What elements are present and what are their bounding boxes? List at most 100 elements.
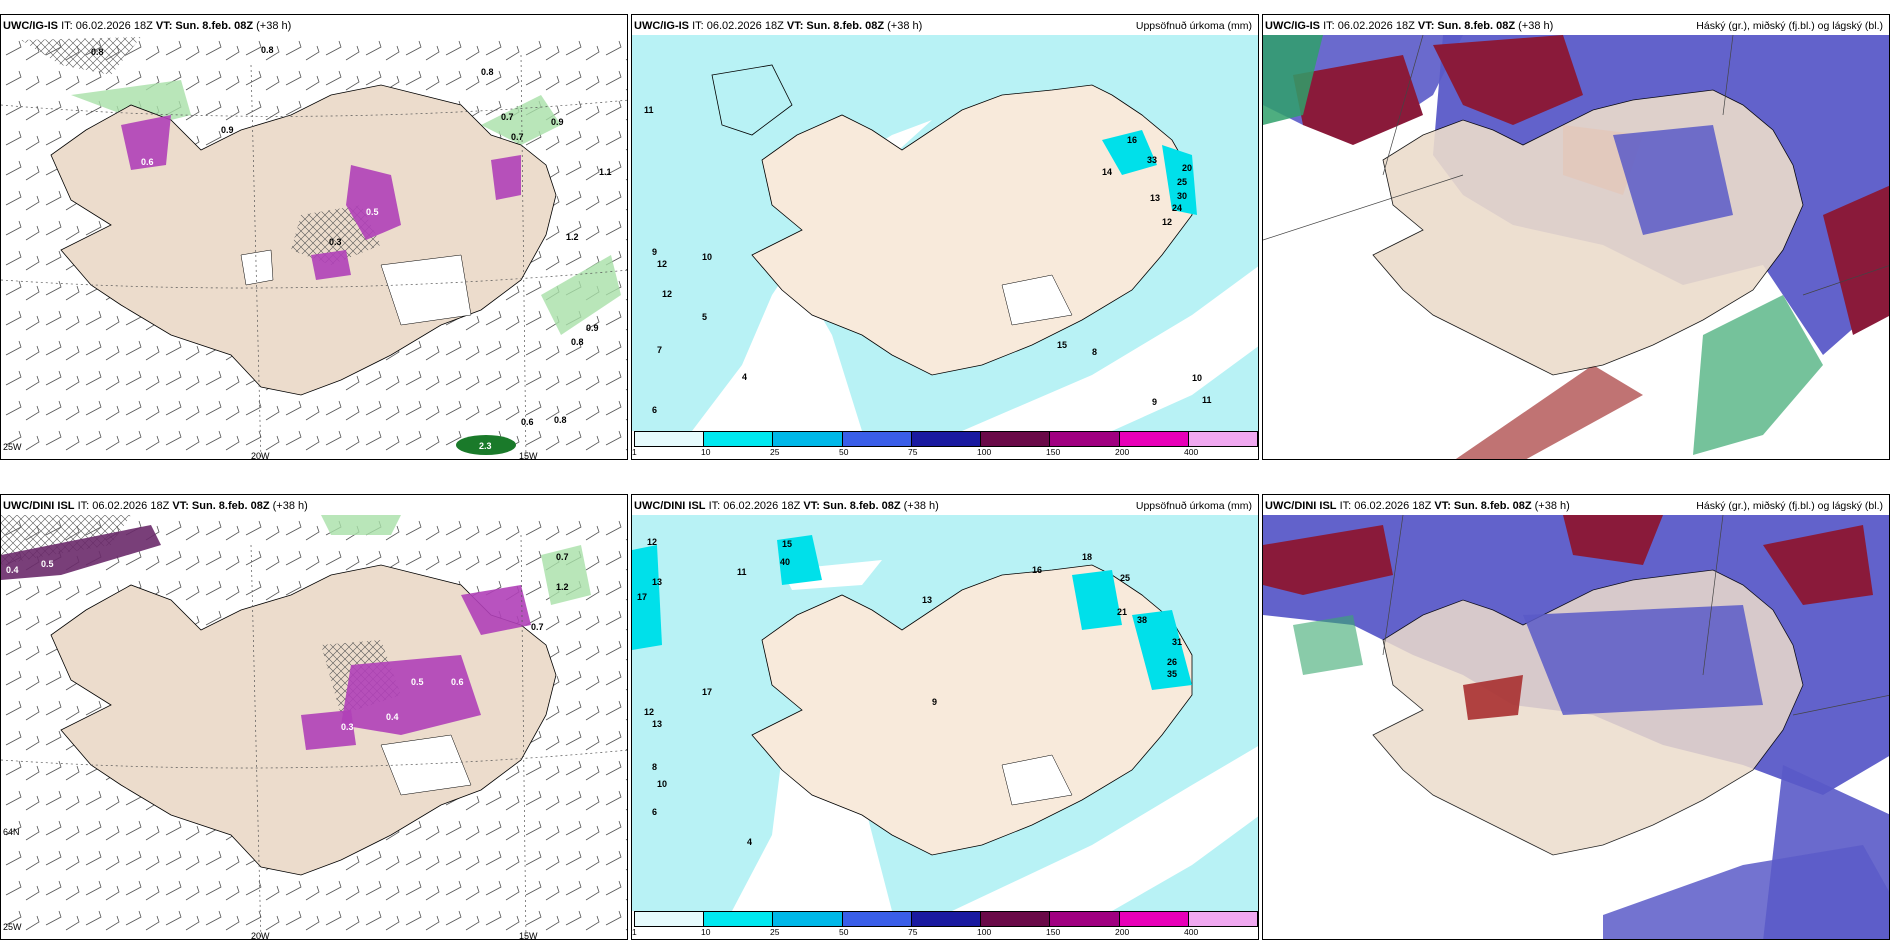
- glacier: [240, 249, 274, 286]
- colorbar-tick: 200: [1115, 927, 1130, 937]
- panel-header: UWC/DINI ISL IT: 06.02.2026 18Z VT: Sun.…: [634, 500, 1252, 512]
- value-label: 18: [1082, 552, 1092, 562]
- value-label: 38: [1137, 615, 1147, 625]
- precip-cyan: [1162, 145, 1197, 215]
- value-label: 0.6: [521, 417, 534, 427]
- value-label: 0.5: [41, 559, 54, 569]
- value-label: 12: [647, 537, 657, 547]
- value-label: 10: [702, 252, 712, 262]
- value-label: 2.3: [479, 441, 492, 451]
- panel-header: UWC/IG-IS IT: 06.02.2026 18Z VT: Sun. 8.…: [3, 20, 292, 32]
- value-label: 0.8: [481, 67, 494, 77]
- wind-precip-map: 20W 15W 25W 64N 0.4 0.5 0.7 1.2 0.7 0.5 …: [1, 515, 627, 940]
- value-label: 7: [657, 345, 662, 355]
- colorbar-cell: [981, 432, 1051, 446]
- high-cloud: [1693, 295, 1823, 455]
- iceland-land: [751, 564, 1193, 856]
- value-label: 0.9: [586, 323, 599, 333]
- value-label: 0.5: [366, 207, 379, 217]
- lat-label: 64N: [3, 827, 20, 837]
- colorbar-cell: [704, 912, 774, 926]
- glacier: [1001, 754, 1073, 806]
- value-label: 9: [1152, 397, 1157, 407]
- lon-label-left: 25W: [3, 442, 22, 452]
- precip-magenta: [461, 585, 531, 635]
- value-label: 0.9: [221, 125, 234, 135]
- colorbar-tick: 10: [701, 927, 711, 937]
- value-label: 40: [780, 557, 790, 567]
- value-label: 25: [1120, 573, 1130, 583]
- precip-magenta: [341, 655, 481, 735]
- colorbar-tick: 150: [1046, 927, 1061, 937]
- accumulated-precip-map: 11 12 12 9 7 5 4 6 10 16 33 25 30 24 20 …: [632, 35, 1258, 431]
- value-label: 1.2: [556, 582, 569, 592]
- mid-cloud: [1463, 675, 1523, 720]
- lon-label: 20W: [251, 451, 270, 460]
- value-label: 9: [652, 247, 657, 257]
- colorbar-tick: 1: [632, 447, 637, 457]
- value-label: 0.8: [554, 415, 567, 425]
- value-label: 0.8: [91, 47, 104, 57]
- mid-cloud: [1455, 365, 1643, 459]
- value-label: 12: [644, 707, 654, 717]
- colorbar-tick: 400: [1184, 927, 1199, 937]
- colorbar-tick: 25: [770, 447, 780, 457]
- value-label: 17: [637, 592, 647, 602]
- lon-label: 15W: [519, 451, 538, 460]
- cloud-cover-map: [1263, 515, 1889, 939]
- lon-label: 20W: [251, 931, 270, 940]
- value-label: 11: [1202, 395, 1212, 405]
- value-label: 0.5: [411, 677, 424, 687]
- precip-magenta: [121, 115, 171, 170]
- value-label: 35: [1167, 669, 1177, 679]
- panel-header: UWC/IG-IS IT: 06.02.2026 18Z VT: Sun. 8.…: [1265, 20, 1883, 32]
- high-cloud: [1263, 35, 1323, 125]
- glacier: [380, 734, 472, 796]
- lon-label: 15W: [519, 931, 538, 940]
- accumulated-precip-map: 12 17 13 12 13 15 40 11 18 25 21 38 31 2…: [632, 515, 1258, 911]
- value-label: 0.6: [141, 157, 154, 167]
- colorbar-cell: [773, 432, 843, 446]
- value-label: 8: [1092, 347, 1097, 357]
- panel-bottom-wind: UWC/DINI ISL IT: 06.02.2026 18Z VT: Sun.…: [0, 494, 628, 940]
- cloud-cover-map: [1263, 35, 1889, 459]
- value-label: 8: [652, 762, 657, 772]
- green-precip: [321, 515, 401, 535]
- colorbar-tick: 400: [1184, 447, 1199, 457]
- value-label: 12: [1162, 217, 1172, 227]
- colorbar-tick: 100: [977, 927, 992, 937]
- value-label: 33: [1147, 155, 1157, 165]
- value-label: 12: [662, 289, 672, 299]
- precip-cyan: [777, 535, 822, 585]
- precip-cyan: [1102, 130, 1157, 175]
- panel-top-wind: UWC/IG-IS IT: 06.02.2026 18Z VT: Sun. 8.…: [0, 14, 628, 460]
- colorbar: 1 10 25 50 75 100 150 200 400: [632, 909, 1258, 939]
- value-label: 0.9: [551, 117, 564, 127]
- hatch-area: [21, 37, 141, 75]
- colorbar-cell: [773, 912, 843, 926]
- wind-precip-map: 20W 15W 25W 0.8 0.8 0.8 0.7 0.9 0.7 0.9 …: [1, 35, 627, 460]
- panel-top-precip: UWC/IG-IS IT: 06.02.2026 18Z VT: Sun. 8.…: [631, 14, 1259, 460]
- low-cloud: [1603, 845, 1889, 939]
- value-label: 9: [932, 697, 937, 707]
- value-label: 0.6: [451, 677, 464, 687]
- mid-cloud: [1763, 525, 1873, 605]
- low-cloud: [1613, 125, 1733, 235]
- green-precip: [541, 545, 591, 605]
- value-label: 11: [644, 105, 654, 115]
- value-label: 6: [652, 405, 657, 415]
- value-label: 0.4: [386, 712, 399, 722]
- iceland-land: [751, 84, 1193, 376]
- colorbar-tick: 1: [632, 927, 637, 937]
- value-label: 11: [737, 567, 747, 577]
- green-precip-strong: [456, 435, 516, 455]
- green-precip: [541, 255, 621, 335]
- value-label: 16: [1032, 565, 1042, 575]
- dry-area: [692, 265, 862, 431]
- precip-magenta: [346, 165, 401, 240]
- panel-header: UWC/IG-IS IT: 06.02.2026 18Z VT: Sun. 8.…: [634, 20, 1252, 32]
- dry-area: [732, 715, 892, 911]
- green-precip: [481, 95, 561, 145]
- colorbar-cell: [1050, 432, 1120, 446]
- value-label: 15: [1057, 340, 1067, 350]
